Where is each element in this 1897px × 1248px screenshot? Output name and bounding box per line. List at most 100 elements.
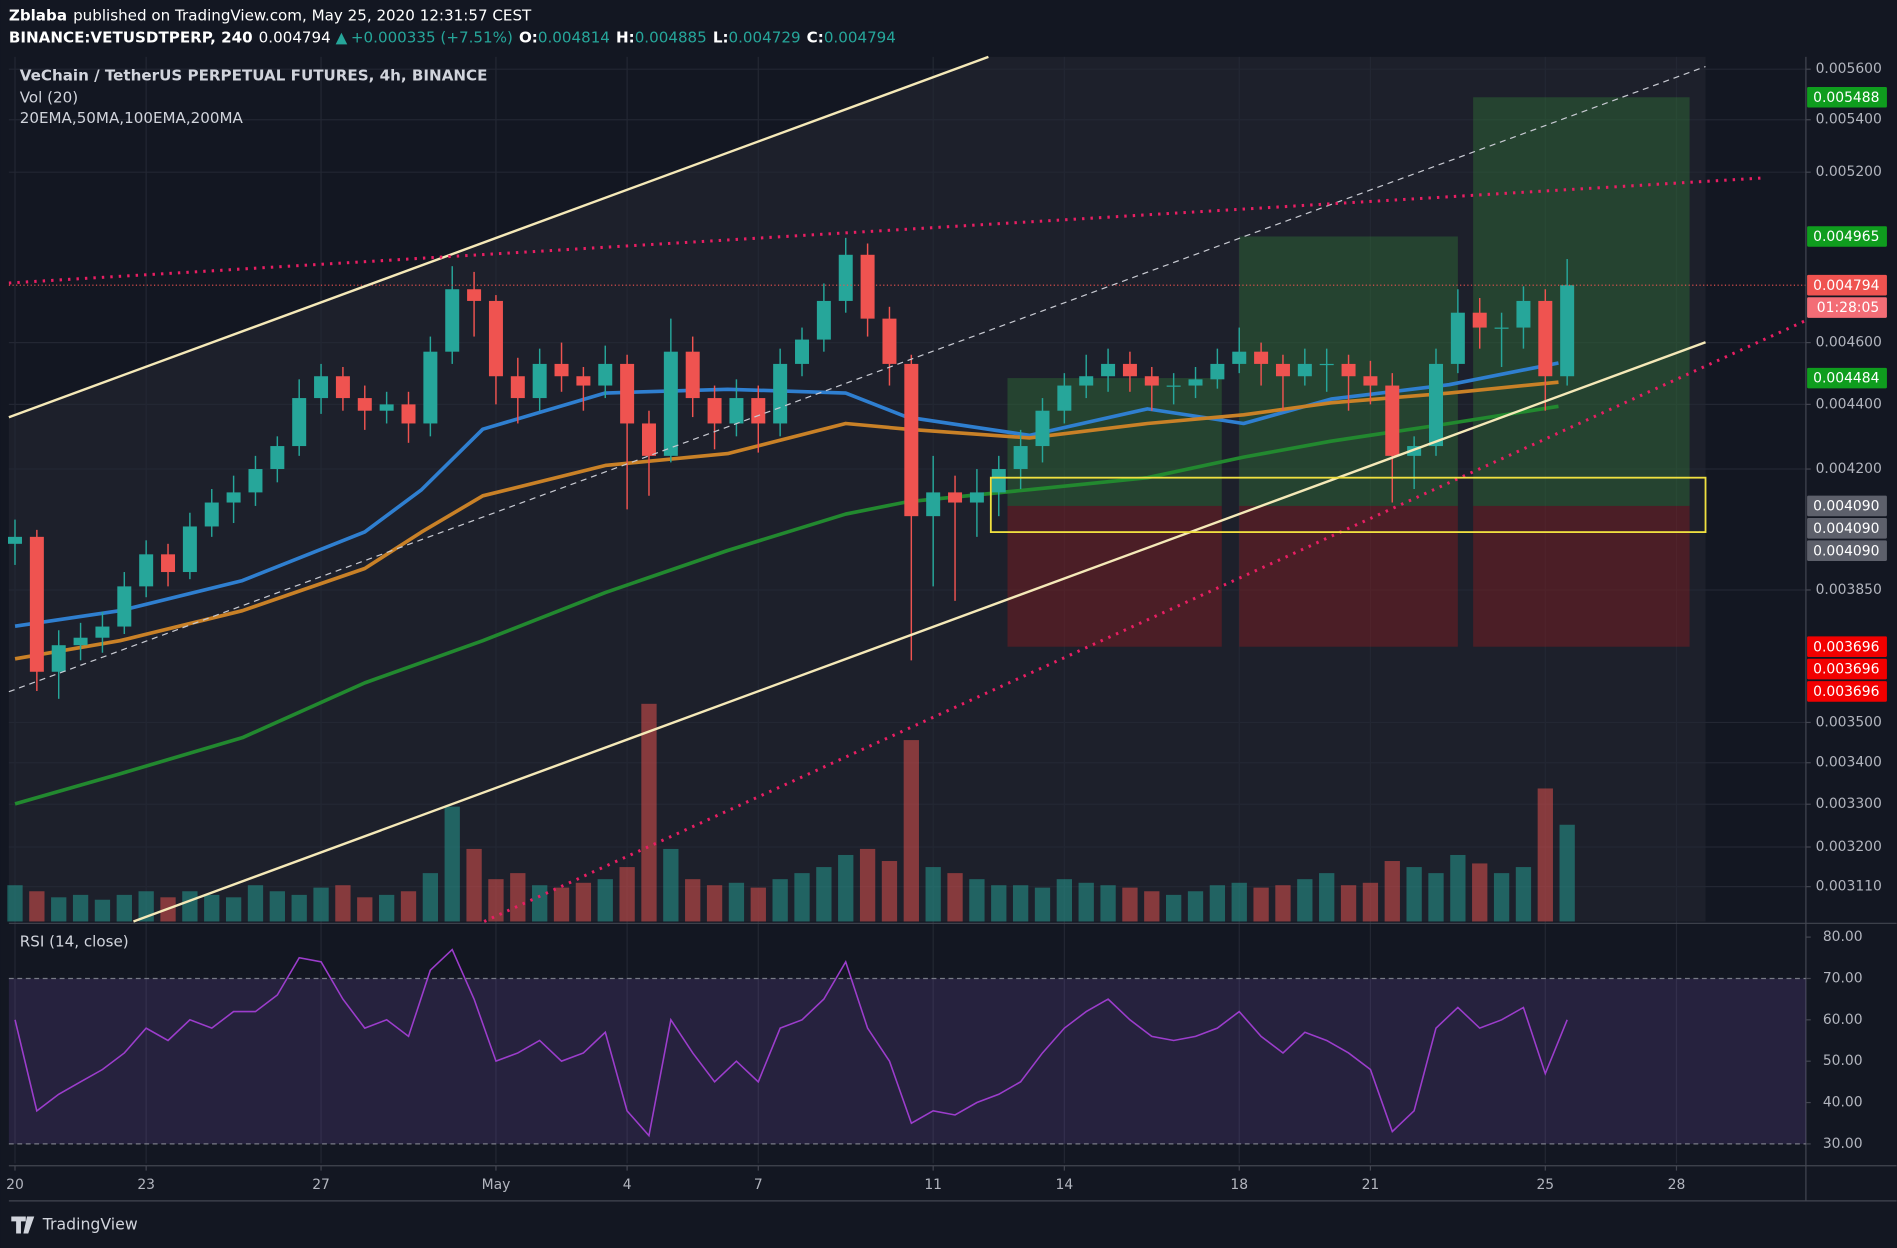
volume-bar — [510, 873, 526, 922]
candle-body — [1450, 312, 1465, 364]
candle-body — [1079, 376, 1094, 386]
volume-bar — [247, 885, 264, 922]
volume-bar — [1100, 885, 1116, 922]
volume-bar — [728, 882, 745, 922]
last-price-tag-bg — [1807, 274, 1887, 296]
candle-body — [620, 363, 635, 424]
volume-bar — [1187, 891, 1204, 922]
volume-bar — [1428, 873, 1444, 922]
candle-body — [926, 492, 941, 517]
candle-body — [314, 376, 329, 399]
x-tick-label: May — [482, 1177, 511, 1193]
volume-bar — [597, 879, 613, 922]
volume-bar — [1340, 885, 1357, 922]
candle-body — [510, 376, 525, 399]
volume-bar — [750, 887, 766, 922]
y-tick-label: 0.003500 — [1816, 714, 1882, 730]
volume-bar — [859, 848, 876, 922]
volume-bar — [881, 861, 898, 922]
volume-bar — [400, 891, 417, 922]
candle-body — [707, 398, 722, 424]
volume-bar — [1253, 887, 1269, 922]
volume-bar — [1034, 887, 1051, 922]
volume-bar — [816, 867, 832, 922]
volume-bar — [553, 887, 570, 922]
x-tick-label: 11 — [924, 1177, 942, 1193]
candle-body — [445, 289, 460, 352]
y-tick-label: 0.004400 — [1816, 396, 1882, 412]
entry-tag-bg — [1807, 495, 1887, 517]
candle-body — [685, 351, 700, 399]
candle-body — [161, 554, 176, 573]
volume-bar — [1319, 873, 1335, 922]
header-line-1: Zblaba published on TradingView.com, May … — [9, 6, 532, 24]
volume-bar — [378, 894, 395, 922]
header-line-2: BINANCE:VETUSDTPERP, 240 0.004794 ▲ +0.0003… — [9, 28, 896, 46]
volume-bar — [706, 885, 723, 922]
ohlc-value: 0.004729 — [729, 28, 801, 46]
candle-body — [969, 492, 984, 503]
entry-tag-bg — [1807, 540, 1887, 561]
x-tick-label: 20 — [6, 1177, 24, 1193]
target-tag: 0.005488 — [1813, 90, 1879, 106]
candle-body — [904, 363, 919, 517]
volume-bar — [335, 885, 351, 922]
candle-body — [1385, 385, 1400, 456]
stop-tag-bg — [1807, 636, 1887, 657]
candle-body — [226, 492, 241, 503]
candle-body — [1144, 376, 1159, 386]
rsi-line — [14, 948, 1568, 1138]
candle-body — [1035, 410, 1050, 447]
chart-title: VeChain / TetherUS PERPETUAL FUTURES, 4h… — [20, 67, 488, 85]
y-tick-label: 0.004600 — [1816, 335, 1882, 351]
candle-body — [838, 254, 853, 301]
entry-tag: 0.004090 — [1813, 499, 1879, 515]
brand: TradingView — [42, 1215, 138, 1234]
candle-body — [729, 398, 744, 424]
candle-body — [1297, 363, 1312, 377]
candle-body — [467, 289, 482, 301]
candle-body — [1232, 351, 1247, 364]
candle-body — [488, 300, 503, 377]
stop-tag: 0.003696 — [1813, 662, 1879, 678]
x-tick-label: 25 — [1536, 1177, 1554, 1193]
volume-bar — [1122, 887, 1138, 922]
x-tick-label: 21 — [1362, 1177, 1380, 1193]
x-tick-label: 23 — [137, 1177, 155, 1193]
candle-body — [1363, 376, 1378, 386]
candle-body — [7, 536, 22, 544]
volume-bar — [947, 873, 963, 922]
rsi-tick-label: 40.00 — [1823, 1095, 1863, 1111]
volume-bar — [772, 879, 788, 922]
target-tag-bg — [1807, 367, 1887, 389]
volume-bar — [269, 891, 285, 922]
stop-tag-bg — [1807, 658, 1887, 680]
candle-body — [1254, 351, 1269, 364]
y-tick-label: 0.005200 — [1816, 164, 1882, 180]
candle-body — [751, 398, 766, 424]
candle-body — [270, 446, 285, 470]
entry-tag-bg — [1807, 518, 1887, 539]
stop-tag: 0.003696 — [1813, 684, 1879, 700]
candle-body — [1429, 363, 1443, 447]
volume-bar — [116, 894, 132, 922]
ohlc-value: 0.004885 — [635, 28, 707, 46]
candle-body — [1166, 385, 1181, 387]
volume-bar — [925, 867, 941, 922]
volume-bar — [969, 879, 985, 922]
volume-bar — [1559, 824, 1575, 922]
candle-body — [401, 404, 416, 424]
candle-body — [248, 469, 263, 493]
drawings — [8, 55, 1807, 923]
ohlc-key: C: — [807, 28, 824, 46]
volume-bar — [1275, 885, 1291, 922]
candle-body — [139, 554, 154, 587]
rsi-tick-label: 70.00 — [1823, 970, 1863, 986]
target-tag: 0.004965 — [1813, 229, 1879, 245]
candle-body — [663, 351, 678, 456]
ma-line — [14, 380, 1559, 661]
volume-bar — [1384, 861, 1400, 922]
candle-body — [1319, 363, 1334, 366]
